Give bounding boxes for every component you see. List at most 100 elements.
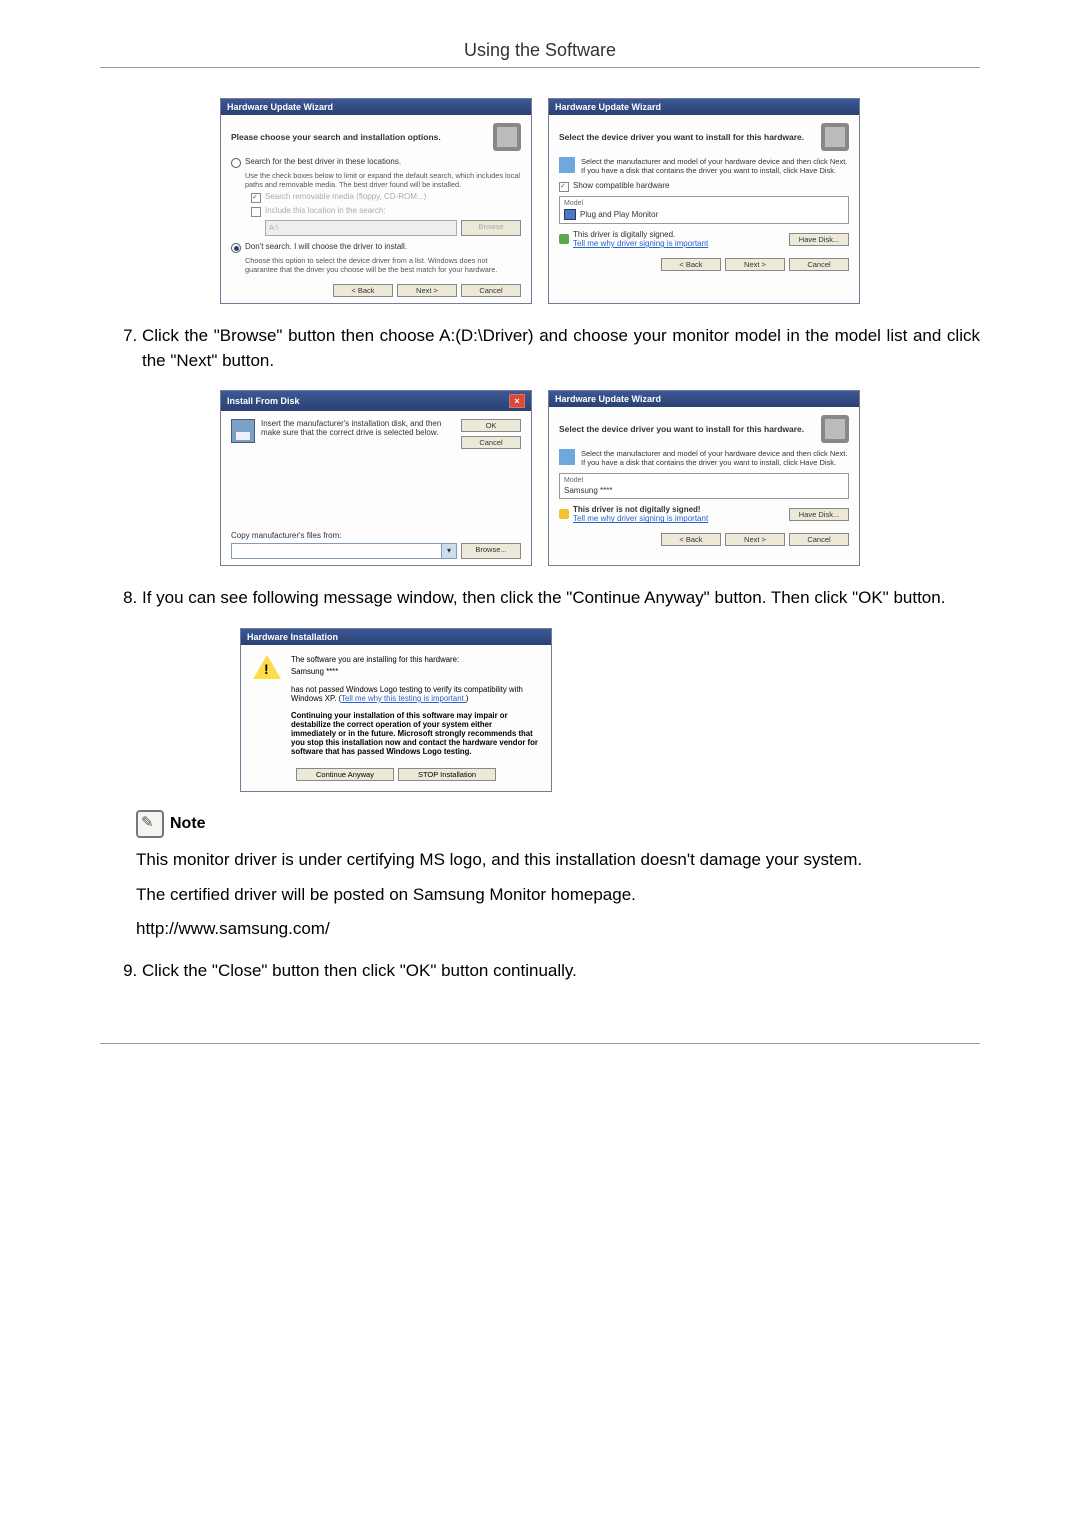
dlg2-next[interactable]: Next > <box>725 258 785 271</box>
dlg1-title-text: Hardware Update Wizard <box>227 102 333 112</box>
dlg1-path: A:\ <box>265 220 457 236</box>
warn-shield-icon <box>559 509 569 519</box>
dlg1-title: Hardware Update Wizard <box>221 99 531 115</box>
step-9: Click the "Close" button then click "OK"… <box>142 959 980 984</box>
dlg3-browse[interactable]: Browse... <box>461 543 521 559</box>
dlg5-continue[interactable]: Continue Anyway <box>296 768 394 781</box>
step-8: If you can see following message window,… <box>142 586 980 611</box>
step-list: If you can see following message window,… <box>100 586 980 611</box>
device-icon <box>559 449 575 465</box>
dlg3-msg: Insert the manufacturer's installation d… <box>261 419 447 437</box>
dlg1-browse-disabled: Browse <box>461 220 521 236</box>
dlg5-stop[interactable]: STOP Installation <box>398 768 496 781</box>
dlg3-title-text: Install From Disk <box>227 396 300 406</box>
dlg2-body: Select the device driver you want to ins… <box>549 115 859 277</box>
chk-show-compatible[interactable] <box>559 182 569 192</box>
dlg5-line1: The software you are installing for this… <box>291 655 539 664</box>
dlg1-body: Please choose your search and installati… <box>221 115 531 303</box>
dlg3-ok[interactable]: OK <box>461 419 521 432</box>
dlg-search-options: Hardware Update Wizard Please choose you… <box>220 98 532 304</box>
dlg-select-driver-2: Hardware Update Wizard Select the device… <box>548 390 860 566</box>
chk-removable <box>251 193 261 203</box>
dlg1-chk2: Include this location in the search: <box>265 206 386 215</box>
chk-include-location <box>251 207 261 217</box>
dlg1-heading: Please choose your search and installati… <box>231 132 485 142</box>
monitor-icon <box>564 209 576 220</box>
footer-rule <box>100 1043 980 1044</box>
device-icon <box>559 157 575 173</box>
dlg4-model-item: Samsung **** <box>564 486 612 495</box>
radio-dont-search[interactable] <box>231 243 241 253</box>
dlg4-unsigned: This driver is not digitally signed! <box>573 505 701 514</box>
dlg5-line2: Samsung **** <box>291 667 539 676</box>
dlg4-heading: Select the device driver you want to ins… <box>559 424 813 434</box>
dlg4-title: Hardware Update Wizard <box>549 391 859 407</box>
dlg4-title-text: Hardware Update Wizard <box>555 394 661 404</box>
para-1: This monitor driver is under certifying … <box>136 848 980 873</box>
dlg4-body: Select the device driver you want to ins… <box>549 407 859 552</box>
dlg-hardware-installation: Hardware Installation The software you a… <box>240 628 552 792</box>
dlg3-path-dropdown[interactable] <box>231 543 457 559</box>
dlg2-signed: This driver is digitally signed. <box>573 230 675 239</box>
dlg2-cancel[interactable]: Cancel <box>789 258 849 271</box>
dlg5-bold: Continuing your installation of this sof… <box>291 711 539 756</box>
dlg4-have-disk[interactable]: Have Disk... <box>789 508 849 521</box>
dlg2-back[interactable]: < Back <box>661 258 721 271</box>
dlg1-next[interactable]: Next > <box>397 284 457 297</box>
dlg3-body: Insert the manufacturer's installation d… <box>221 411 531 565</box>
dlg2-heading: Select the device driver you want to ins… <box>559 132 813 142</box>
dlg4-model-list[interactable]: Model Samsung **** <box>559 473 849 499</box>
note-row: Note <box>136 810 980 838</box>
dlg5-title: Hardware Installation <box>241 629 551 645</box>
wizard-icon <box>821 123 849 151</box>
dlg4-back[interactable]: < Back <box>661 533 721 546</box>
dlg3-cancel[interactable]: Cancel <box>461 436 521 449</box>
step-list: Click the "Close" button then click "OK"… <box>100 959 980 984</box>
close-icon[interactable]: × <box>509 394 525 408</box>
dialog-row-2: Install From Disk × Insert the manufactu… <box>100 390 980 566</box>
dlg1-cancel[interactable]: Cancel <box>461 284 521 297</box>
dlg2-title: Hardware Update Wizard <box>549 99 859 115</box>
page-header: Using the Software <box>100 40 980 67</box>
dlg2-sub: Select the manufacturer and model of you… <box>581 157 849 175</box>
dlg2-model-list[interactable]: Model Plug and Play Monitor <box>559 196 849 224</box>
warning-icon <box>253 655 281 679</box>
dlg1-chk1: Search removable media (floppy, CD-ROM..… <box>265 192 426 201</box>
dlg3-title: Install From Disk × <box>221 391 531 411</box>
dlg5-line3b: ) <box>466 694 469 703</box>
wizard-icon <box>821 415 849 443</box>
para-2: The certified driver will be posted on S… <box>136 883 980 908</box>
dlg-select-driver-1: Hardware Update Wizard Select the device… <box>548 98 860 304</box>
dlg2-have-disk[interactable]: Have Disk... <box>789 233 849 246</box>
dlg1-back[interactable]: < Back <box>333 284 393 297</box>
dlg1-r2: Don't search. I will choose the driver t… <box>245 242 407 251</box>
dlg2-tell-link[interactable]: Tell me why driver signing is important <box>573 239 708 248</box>
dlg5-tell-link[interactable]: Tell me why this testing is important. <box>341 694 466 703</box>
dlg4-next[interactable]: Next > <box>725 533 785 546</box>
step-7: Click the "Browse" button then choose A:… <box>142 324 980 373</box>
note-label: Note <box>170 815 206 833</box>
step-list: Click the "Browse" button then choose A:… <box>100 324 980 373</box>
note-icon <box>136 810 164 838</box>
dlg2-model-label: Model <box>564 200 844 207</box>
dlg4-sub: Select the manufacturer and model of you… <box>581 449 849 467</box>
page: Using the Software Hardware Update Wizar… <box>0 0 1080 1104</box>
dlg1-r1-desc: Use the check boxes below to limit or ex… <box>245 171 521 189</box>
dlg2-title-text: Hardware Update Wizard <box>555 102 661 112</box>
dlg5-body: The software you are installing for this… <box>241 645 551 791</box>
shield-icon <box>559 234 569 244</box>
dlg4-cancel[interactable]: Cancel <box>789 533 849 546</box>
dlg-install-from-disk: Install From Disk × Insert the manufactu… <box>220 390 532 566</box>
dlg1-r1: Search for the best driver in these loca… <box>245 157 401 166</box>
dlg5-title-text: Hardware Installation <box>247 632 338 642</box>
para-3: http://www.samsung.com/ <box>136 917 980 942</box>
floppy-icon <box>231 419 255 443</box>
radio-search[interactable] <box>231 158 241 168</box>
dlg4-model-label: Model <box>564 477 844 484</box>
dlg1-r2-desc: Choose this option to select the device … <box>245 256 521 274</box>
dlg4-tell-link[interactable]: Tell me why driver signing is important <box>573 514 708 523</box>
dlg2-show: Show compatible hardware <box>573 181 670 190</box>
dlg3-copy: Copy manufacturer's files from: <box>231 531 521 540</box>
wizard-icon <box>493 123 521 151</box>
header-rule <box>100 67 980 68</box>
